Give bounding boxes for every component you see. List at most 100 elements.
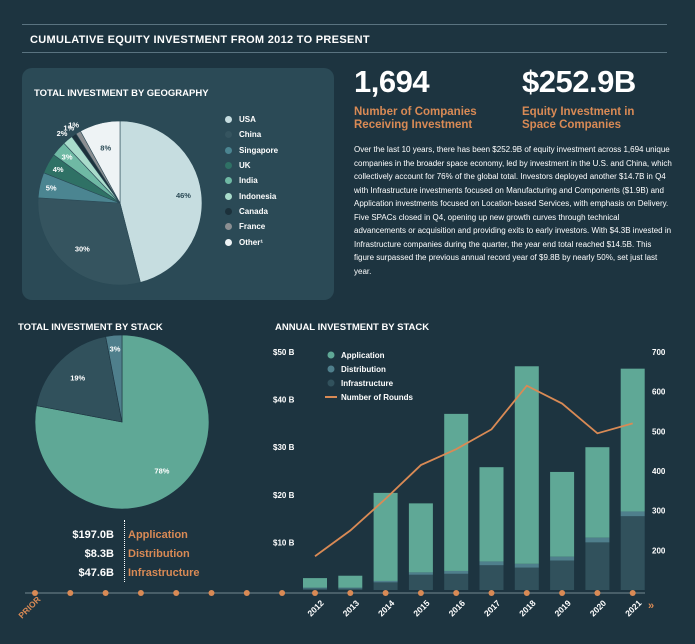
geo-legend-item-france: France — [225, 219, 278, 234]
y-tick-label: $50 B — [273, 348, 295, 357]
legend-swatch-infrastructure — [327, 379, 335, 387]
geo-slice-label-usa: 46% — [176, 191, 191, 200]
geo-slice-label-france: 1% — [68, 121, 79, 130]
x-tick-label-2020: 2020 — [588, 598, 609, 619]
timeline-dot — [67, 590, 74, 596]
stack-chart-title: TOTAL INVESTMENT BY STACK — [18, 322, 163, 333]
stack-pie-chart: 78% 19% 3% — [34, 334, 210, 510]
geo-legend-item-uk: UK — [225, 158, 278, 173]
bar-distribution-2012 — [303, 587, 327, 589]
geo-legend-swatch — [225, 207, 232, 215]
annual-chart-title: ANNUAL INVESTMENT BY STACK — [275, 322, 430, 333]
stack-legend-application: $197.0B Application — [50, 525, 200, 544]
geo-legend-swatch — [225, 131, 232, 139]
geo-legend-item-india: India — [225, 173, 278, 188]
timeline-dot-2013 — [347, 590, 354, 596]
geo-legend-swatch — [225, 162, 232, 170]
bar-infrastructure-2016 — [444, 573, 469, 590]
stat-equity-value: $252.9B — [522, 64, 636, 99]
legend-label-rounds: Number of Rounds — [341, 393, 414, 402]
geo-legend-swatch — [225, 223, 232, 231]
geo-legend-label: Indonesia — [239, 191, 277, 201]
x-tick-label-2014: 2014 — [376, 598, 397, 619]
application-amount: $197.0B — [72, 528, 114, 541]
timeline-dot-2018 — [523, 590, 530, 596]
y-tick-label: $40 B — [273, 396, 295, 405]
y2-tick-label: 600 — [652, 388, 666, 397]
timeline-dot-2021 — [629, 590, 636, 596]
geo-legend-label: Other¹ — [239, 237, 263, 247]
bar-application-2015 — [408, 503, 433, 573]
geo-legend-item-singapore: Singapore — [225, 143, 278, 158]
stack-slice-label-infrastructure: 19% — [70, 374, 85, 383]
timeline-dot — [243, 590, 250, 596]
geo-legend-item-indonesia: Indonesia — [225, 188, 278, 203]
geo-legend-label: India — [239, 176, 258, 186]
bar-distribution-2019 — [550, 556, 575, 561]
more-years-marker: » — [648, 600, 654, 612]
geo-legend-swatch — [225, 177, 232, 185]
geo-legend-swatch — [225, 238, 232, 246]
timeline-dot-2014 — [382, 590, 389, 596]
x-tick-label-2016: 2016 — [447, 598, 468, 619]
distribution-label: Distribution — [128, 547, 190, 560]
bar-distribution-2020 — [585, 537, 610, 543]
bar-distribution-2014 — [373, 580, 398, 583]
geo-slice-usa — [119, 120, 203, 283]
geo-legend-swatch — [225, 116, 232, 124]
legend-label-application: Application — [341, 351, 385, 360]
stat-companies-value: 1,694 — [354, 64, 430, 99]
geo-slice-label-uk: 4% — [53, 165, 64, 174]
geo-slice-label-china: 30% — [75, 244, 90, 253]
geo-legend-label: UK — [239, 161, 251, 171]
stack-slice-label-distribution: 3% — [110, 344, 121, 353]
bar-infrastructure-2014 — [373, 582, 398, 590]
bar-application-2014 — [373, 492, 398, 581]
x-tick-label-2012: 2012 — [305, 598, 326, 619]
geo-slice-label-indonesia: 2% — [57, 129, 68, 138]
x-tick-label-2018: 2018 — [517, 598, 538, 619]
y2-tick-label: 200 — [652, 546, 666, 555]
legend-swatch-application — [327, 351, 335, 359]
rounds-line — [314, 384, 633, 558]
stat-equity-label: Equity Investment in Space Companies — [522, 106, 636, 132]
geo-legend-item-usa: USA — [225, 112, 278, 127]
geo-legend-label: Singapore — [239, 145, 279, 155]
stat-companies: 1,694 Number of Companies Receiving Inve… — [354, 64, 477, 132]
y-tick-label: $10 B — [273, 538, 295, 547]
bar-application-2012 — [303, 578, 327, 588]
legend-label-infrastructure: Infrastructure — [341, 379, 394, 388]
bar-infrastructure-2012 — [303, 588, 327, 590]
timeline-dot-2012 — [312, 590, 318, 596]
geo-legend-item-other: Other¹ — [225, 234, 278, 249]
bar-application-2013 — [338, 575, 363, 588]
geo-legend-label: China — [239, 130, 262, 140]
stat-companies-label-line2: Receiving Investment — [354, 119, 473, 131]
timeline-dot — [173, 590, 180, 596]
timeline-dot — [208, 590, 215, 596]
geography-chart-title: TOTAL INVESTMENT BY GEOGRAPHY — [34, 88, 209, 99]
summary-paragraph: Over the last 10 years, there has been $… — [354, 145, 672, 276]
y2-tick-label: 500 — [652, 427, 666, 436]
y2-tick-label: 400 — [652, 467, 666, 476]
geo-slice-label-other: 8% — [100, 143, 111, 152]
y2-tick-label: 300 — [652, 507, 666, 516]
page-title: CUMULATIVE EQUITY INVESTMENT FROM 2012 T… — [30, 34, 370, 46]
bar-infrastructure-2013 — [338, 588, 363, 590]
timeline-dot — [32, 590, 38, 596]
timeline-dot-2016 — [453, 590, 460, 596]
geo-legend-swatch — [225, 192, 232, 200]
bar-distribution-2015 — [408, 572, 433, 575]
stat-equity: $252.9B Equity Investment in Space Compa… — [522, 64, 636, 132]
x-tick-label-2017: 2017 — [482, 598, 503, 619]
timeline-dot-2019 — [559, 590, 566, 596]
annual-investment-chart: $10 B $20 B $30 B $40 B $50 B 200 300 400 500 600… — [16, 348, 666, 620]
y-tick-label: $30 B — [273, 443, 295, 452]
geo-legend-item-canada: Canada — [225, 204, 278, 219]
timeline-dot-2020 — [594, 590, 601, 596]
stat-companies-label: Number of Companies Receiving Investment — [354, 106, 477, 132]
bar-distribution-2021 — [620, 511, 645, 517]
stat-companies-label-line1: Number of Companies — [354, 106, 477, 118]
bar-infrastructure-2019 — [550, 560, 575, 590]
x-tick-label-2019: 2019 — [552, 598, 573, 619]
